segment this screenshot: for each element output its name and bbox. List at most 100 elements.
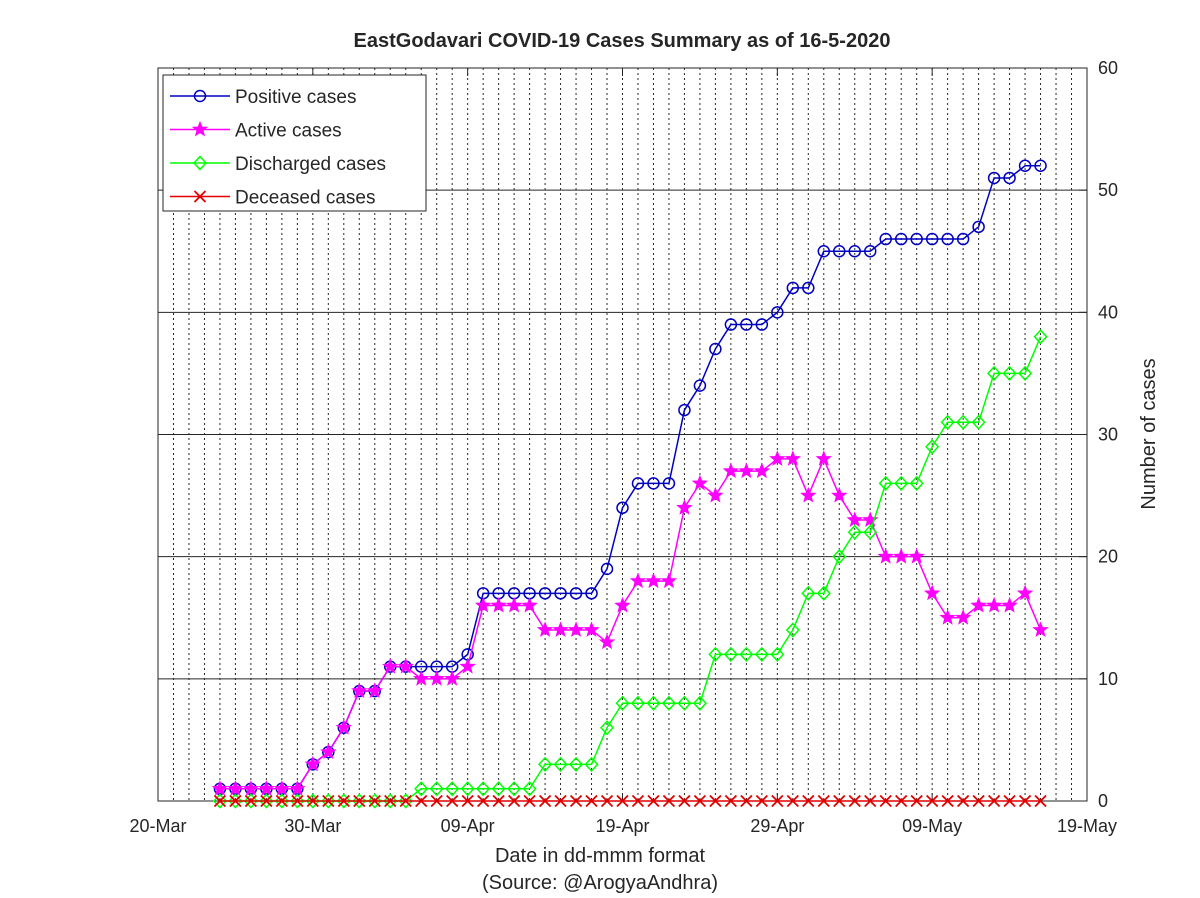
x-tick-label: 19-May bbox=[1057, 816, 1117, 836]
y-tick-label: 10 bbox=[1098, 669, 1118, 689]
data-point-discharged-cases bbox=[398, 793, 413, 809]
data-point-deceased-cases bbox=[755, 794, 768, 808]
data-point-positive-cases bbox=[848, 245, 861, 258]
data-point-deceased-cases bbox=[384, 794, 397, 808]
data-point-discharged-cases bbox=[569, 756, 584, 772]
data-point-active-cases bbox=[660, 572, 678, 589]
series-deceased-cases bbox=[213, 794, 1047, 808]
data-point-deceased-cases bbox=[833, 794, 846, 808]
data-point-deceased-cases bbox=[446, 794, 459, 808]
data-point-positive-cases bbox=[956, 232, 970, 246]
data-point-discharged-cases bbox=[522, 781, 537, 797]
data-point-positive-cases bbox=[972, 220, 985, 234]
data-point-deceased-cases bbox=[724, 794, 738, 808]
data-point-discharged-cases bbox=[863, 524, 878, 540]
y-axis-label: Number of cases bbox=[1138, 358, 1160, 509]
data-point-active-cases bbox=[382, 658, 399, 674]
data-point-discharged-cases bbox=[538, 756, 553, 772]
data-point-active-cases bbox=[242, 780, 260, 796]
data-point-deceased-cases bbox=[213, 794, 227, 808]
data-point-deceased-cases bbox=[538, 794, 552, 808]
data-point-discharged-cases bbox=[553, 756, 568, 772]
data-point-positive-cases bbox=[786, 281, 800, 295]
data-point-active-cases bbox=[614, 596, 631, 613]
data-point-positive-cases bbox=[833, 245, 846, 258]
data-point-active-cases bbox=[908, 548, 925, 564]
data-point-deceased-cases bbox=[864, 794, 877, 808]
legend-box bbox=[162, 74, 427, 212]
data-point-discharged-cases bbox=[739, 646, 754, 663]
data-point-discharged-cases bbox=[1018, 365, 1033, 382]
data-point-positive-cases bbox=[538, 587, 552, 600]
data-point-active-cases bbox=[1001, 596, 1018, 613]
data-point-deceased-cases bbox=[1034, 794, 1047, 808]
data-point-discharged-cases bbox=[305, 793, 320, 809]
data-point-active-cases bbox=[753, 462, 771, 479]
data-point-positive-cases bbox=[879, 232, 892, 246]
data-point-active-cases bbox=[738, 462, 755, 479]
data-point-active-cases bbox=[211, 780, 229, 796]
data-point-active-cases bbox=[970, 596, 987, 613]
data-point-deceased-cases bbox=[244, 794, 258, 808]
data-point-deceased-cases bbox=[477, 794, 490, 808]
data-point-discharged-cases bbox=[816, 585, 831, 601]
data-point-active-cases bbox=[598, 633, 616, 650]
data-point-active-cases bbox=[769, 450, 786, 466]
data-point-discharged-cases bbox=[677, 695, 692, 711]
legend-label: Active cases bbox=[235, 121, 342, 142]
data-point-deceased-cases bbox=[1003, 794, 1016, 808]
legend-label: Deceased cases bbox=[235, 188, 375, 209]
legend-marker bbox=[193, 89, 207, 103]
legend-item-discharged-cases: Discharged cases bbox=[170, 154, 386, 175]
data-point-deceased-cases bbox=[662, 794, 676, 808]
data-point-discharged-cases bbox=[321, 793, 336, 809]
data-point-discharged-cases bbox=[971, 414, 986, 430]
data-point-deceased-cases bbox=[802, 794, 815, 808]
data-point-discharged-cases bbox=[259, 793, 274, 809]
data-point-deceased-cases bbox=[910, 794, 923, 808]
data-point-deceased-cases bbox=[569, 794, 583, 808]
data-point-positive-cases bbox=[600, 562, 614, 576]
data-point-discharged-cases bbox=[429, 781, 444, 797]
data-point-discharged-cases bbox=[801, 585, 816, 601]
chart-title: EastGodavari COVID-19 Cases Summary as o… bbox=[354, 30, 891, 52]
legend-marker bbox=[193, 190, 207, 203]
data-point-active-cases bbox=[273, 780, 291, 796]
data-point-deceased-cases bbox=[1018, 794, 1032, 808]
data-point-deceased-cases bbox=[771, 794, 784, 808]
y-tick-label: 0 bbox=[1098, 791, 1108, 811]
data-point-deceased-cases bbox=[987, 794, 1001, 808]
data-point-active-cases bbox=[815, 450, 832, 466]
x-tick-label: 30-Mar bbox=[284, 816, 341, 836]
data-point-active-cases bbox=[939, 609, 956, 625]
data-point-active-cases bbox=[413, 670, 430, 686]
data-point-active-cases bbox=[459, 658, 476, 674]
x-tick-label: 09-Apr bbox=[441, 816, 495, 836]
data-point-active-cases bbox=[831, 486, 848, 503]
data-point-active-cases bbox=[893, 548, 910, 564]
data-point-deceased-cases bbox=[647, 794, 660, 808]
data-point-positive-cases bbox=[585, 587, 598, 600]
legend-item-positive-cases: Positive cases bbox=[170, 87, 356, 108]
data-point-deceased-cases bbox=[322, 794, 335, 808]
data-point-positive-cases bbox=[894, 232, 908, 246]
data-point-positive-cases bbox=[925, 232, 939, 246]
data-point-positive-cases bbox=[631, 477, 645, 490]
data-point-positive-cases bbox=[678, 403, 691, 417]
data-point-positive-cases bbox=[724, 318, 738, 331]
data-point-active-cases bbox=[304, 755, 322, 772]
data-point-active-cases bbox=[521, 596, 538, 613]
data-point-positive-cases bbox=[709, 342, 722, 356]
data-point-active-cases bbox=[846, 511, 863, 527]
data-point-discharged-cases bbox=[367, 793, 382, 809]
data-point-deceased-cases bbox=[399, 794, 412, 808]
data-point-active-cases bbox=[567, 621, 585, 637]
data-point-discharged-cases bbox=[894, 475, 909, 491]
data-point-positive-cases bbox=[987, 171, 1001, 185]
y-tick-label: 20 bbox=[1098, 547, 1118, 567]
data-point-deceased-cases bbox=[693, 794, 707, 808]
data-point-positive-cases bbox=[662, 477, 676, 490]
data-point-active-cases bbox=[676, 499, 693, 515]
data-point-deceased-cases bbox=[337, 794, 350, 808]
